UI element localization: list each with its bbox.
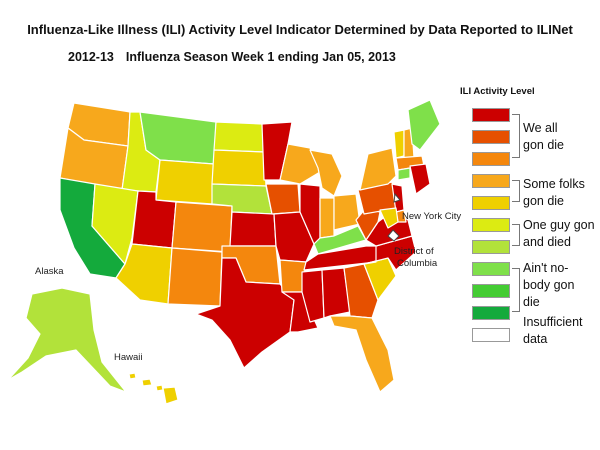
district-of-columbia-label-2: Columbia bbox=[397, 258, 438, 269]
season-label: 2012-13 bbox=[68, 50, 114, 64]
state-kansas bbox=[229, 211, 277, 247]
state-hawaii-4 bbox=[162, 386, 179, 405]
state-georgia bbox=[343, 263, 379, 319]
hawaii-label: Hawaii bbox=[114, 352, 143, 363]
legend-brace bbox=[512, 180, 520, 202]
state-florida bbox=[329, 315, 395, 393]
state-wisconsin bbox=[279, 143, 321, 185]
legend-group-moderate: Some folks gon die bbox=[523, 177, 585, 208]
state-iowa bbox=[265, 183, 301, 215]
state-hawaii-2 bbox=[141, 378, 153, 387]
state-hawaii-1 bbox=[128, 372, 137, 380]
legend-title: ILI Activity Level bbox=[460, 86, 535, 97]
state-mississippi bbox=[301, 269, 325, 323]
state-alabama bbox=[321, 267, 351, 319]
state-new-york bbox=[359, 147, 397, 191]
state-new-mexico bbox=[167, 247, 223, 307]
state-maryland bbox=[379, 207, 399, 229]
legend-swatch-level-9 bbox=[472, 130, 510, 144]
state-wyoming bbox=[155, 159, 215, 205]
state-colorado bbox=[171, 201, 233, 253]
legend-swatch-level-2 bbox=[472, 284, 510, 298]
state-maine bbox=[407, 99, 441, 151]
district-of-columbia-label-1: District of bbox=[394, 246, 434, 257]
state-connecticut bbox=[397, 167, 411, 181]
state-north-carolina bbox=[363, 235, 417, 271]
map-subtitle: 2012-13 Influenza Season Week 1 ending Ja… bbox=[68, 50, 396, 64]
legend-swatch-insufficient-data bbox=[472, 328, 510, 342]
legend-brace bbox=[512, 114, 520, 158]
legend-brace bbox=[512, 268, 520, 312]
state-indiana bbox=[319, 197, 335, 239]
district-of-columbia-marker bbox=[387, 229, 400, 242]
map-title: Influenza-Like Illness (ILI) Activity Le… bbox=[27, 22, 573, 37]
state-south-dakota bbox=[211, 149, 267, 187]
legend-swatch-level-6 bbox=[472, 196, 510, 210]
state-ohio bbox=[333, 193, 361, 231]
state-nevada bbox=[91, 183, 139, 265]
state-north-dakota bbox=[213, 121, 265, 153]
new-york-city-label: New York City bbox=[402, 211, 462, 222]
state-alaska bbox=[7, 287, 127, 393]
state-hawaii-3 bbox=[155, 384, 164, 392]
legend-swatch-level-3 bbox=[472, 262, 510, 276]
legend-brace bbox=[512, 224, 520, 246]
alaska-label: Alaska bbox=[35, 266, 64, 277]
legend-group-low: One guy gon and died bbox=[523, 218, 595, 249]
legend-swatch-level-5 bbox=[472, 218, 510, 232]
state-texas bbox=[195, 257, 295, 369]
new-york-city-marker bbox=[393, 192, 401, 203]
legend-swatch-level-10 bbox=[472, 108, 510, 122]
legend-group-insufficient-data: Insufficient data bbox=[523, 315, 583, 346]
legend-swatch-level-8 bbox=[472, 152, 510, 166]
state-rhode-island bbox=[409, 163, 431, 195]
legend-swatch-level-4 bbox=[472, 240, 510, 254]
week-label: Influenza Season Week 1 ending Jan 05, 2… bbox=[125, 50, 396, 64]
state-vermont bbox=[393, 129, 405, 159]
legend-group-high: We all gon die bbox=[523, 121, 565, 152]
legend-swatch-level-1 bbox=[472, 306, 510, 320]
legend-swatch-level-7 bbox=[472, 174, 510, 188]
legend-group-minimal: Ain't no- body gon die bbox=[523, 261, 575, 309]
